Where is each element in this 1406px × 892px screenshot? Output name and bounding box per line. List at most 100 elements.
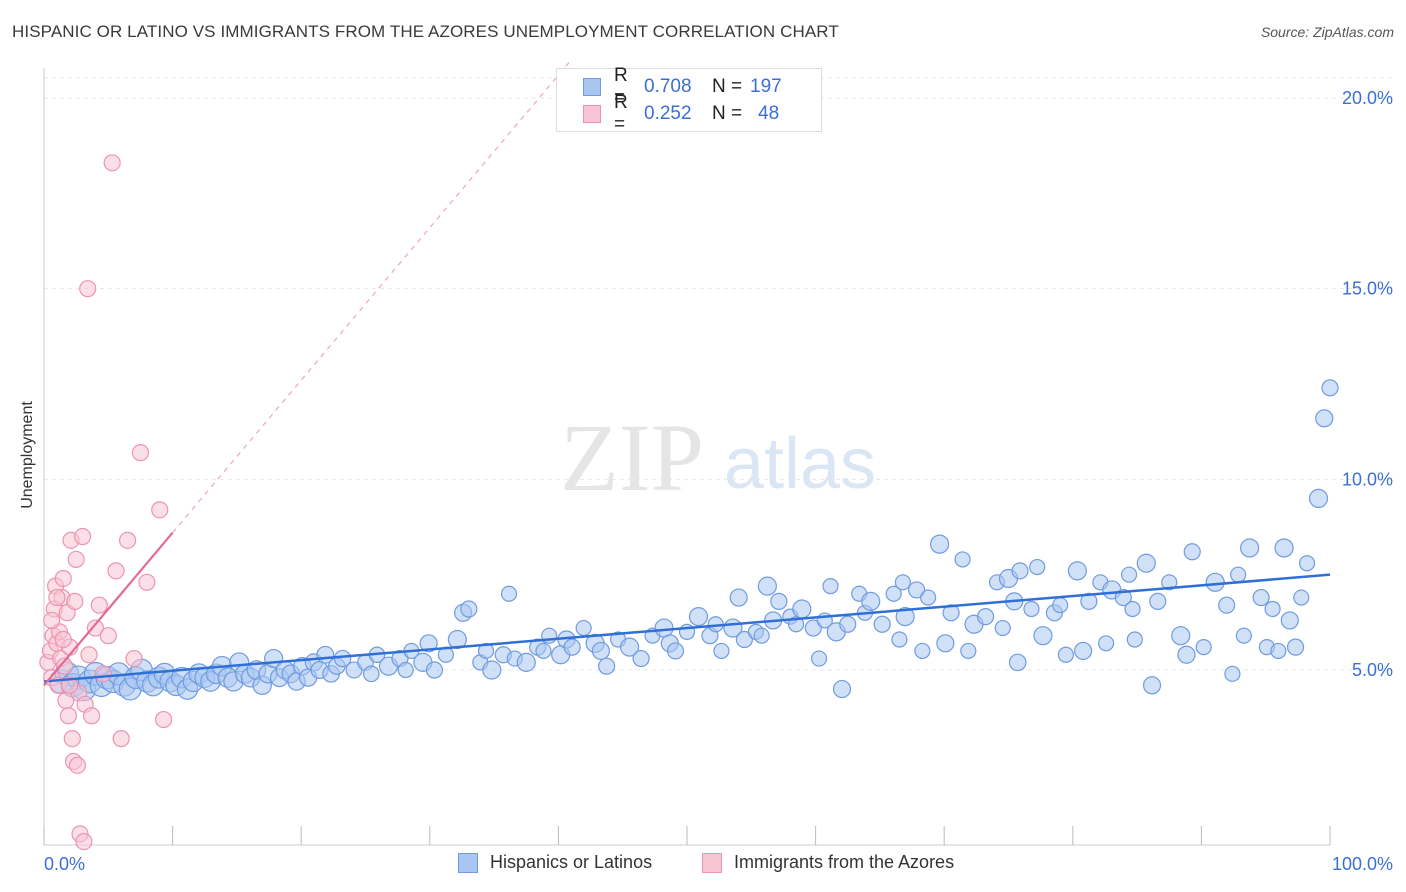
data-point-azores — [79, 280, 97, 298]
legend-swatch-blue — [583, 78, 601, 96]
data-point-azores — [68, 756, 87, 774]
data-point-azores — [54, 569, 72, 588]
data-point-hispanics — [960, 642, 977, 660]
data-point-hispanics — [1023, 600, 1040, 618]
data-point-hispanics — [891, 631, 908, 648]
data-point-hispanics — [1274, 538, 1294, 558]
data-point-hispanics — [447, 629, 467, 650]
data-point-hispanics — [1067, 561, 1087, 581]
trendline-azores — [43, 532, 174, 686]
stats-legend: R = 0.708 N = 197 R = 0.252 N = 48 — [556, 65, 822, 135]
data-point-hispanics — [1074, 641, 1093, 661]
data-point-hispanics — [397, 661, 414, 679]
legend-swatch-blue — [458, 852, 478, 873]
data-point-hispanics — [1280, 611, 1299, 630]
legend-swatch-pink — [583, 105, 601, 123]
data-point-hispanics — [908, 581, 926, 599]
watermark-zip: ZIP — [560, 404, 704, 511]
data-point-hispanics — [1136, 553, 1156, 573]
source-label: Source: ZipAtlas.com — [1260, 24, 1394, 40]
data-point-azores — [55, 657, 74, 675]
data-point-azores — [154, 710, 173, 729]
trendline-hispanics — [43, 573, 1331, 683]
data-point-hispanics — [770, 592, 788, 610]
data-point-hispanics — [1293, 589, 1310, 606]
data-point-hispanics — [1205, 572, 1225, 592]
data-point-hispanics — [885, 585, 902, 602]
data-point-hispanics — [500, 585, 518, 602]
data-point-azores — [63, 730, 81, 748]
data-point-azores — [43, 611, 61, 630]
data-point-hispanics — [1161, 574, 1178, 591]
data-point-hispanics — [810, 650, 828, 667]
stats-row-blue: R = 0.708 N = 197 — [583, 65, 782, 108]
data-point-azores — [73, 527, 92, 546]
data-point-azores — [94, 665, 112, 683]
data-point-hispanics — [1149, 592, 1167, 610]
data-point-hispanics — [666, 642, 685, 660]
data-point-hispanics — [1029, 558, 1046, 576]
data-point-azores — [66, 592, 84, 610]
data-point-hispanics — [535, 642, 552, 660]
data-point-hispanics — [757, 576, 777, 596]
data-point-hispanics — [482, 660, 502, 680]
data-point-hispanics — [994, 619, 1011, 637]
data-point-hispanics — [619, 637, 640, 657]
y-tick-label: 15.0% — [1342, 279, 1393, 299]
data-point-hispanics — [1142, 676, 1162, 695]
data-point-hispanics — [1114, 588, 1132, 607]
data-point-azores — [48, 588, 66, 607]
data-point-hispanics — [942, 604, 960, 622]
data-point-hispanics — [832, 679, 852, 699]
data-point-azores — [125, 649, 143, 668]
data-point-hispanics — [930, 534, 950, 554]
x-tick-label: 100.0% — [1332, 854, 1393, 874]
data-point-hispanics — [1171, 626, 1191, 646]
data-point-hispanics — [713, 642, 730, 660]
data-point-hispanics — [954, 551, 971, 568]
data-point-hispanics — [895, 607, 915, 627]
chart-title: HISPANIC OR LATINO VS IMMIGRANTS FROM TH… — [12, 22, 839, 41]
data-point-hispanics — [460, 600, 478, 618]
data-point-azores — [54, 630, 72, 649]
data-point-hispanics — [575, 619, 592, 637]
legend-label: Hispanics or Latinos — [490, 852, 653, 872]
data-point-hispanics — [735, 630, 754, 649]
watermark-atlas: atlas — [724, 424, 876, 504]
data-point-hispanics — [591, 641, 610, 661]
data-point-hispanics — [1264, 600, 1281, 618]
legend-item-hispanics[interactable]: Hispanics or Latinos — [458, 852, 652, 873]
data-point-hispanics — [1298, 555, 1316, 572]
watermark: ZIP atlas — [560, 404, 876, 511]
data-point-hispanics — [1235, 627, 1252, 644]
r-label: R = — [614, 65, 628, 108]
r-value: 0.708 — [644, 76, 692, 97]
data-point-hispanics — [1097, 635, 1115, 652]
data-point-hispanics — [1080, 592, 1098, 610]
data-point-hispanics — [1230, 566, 1247, 583]
data-point-hispanics — [563, 638, 581, 656]
r-label: R = — [614, 92, 628, 135]
data-point-hispanics — [1224, 665, 1241, 682]
data-point-hispanics — [1315, 409, 1334, 428]
data-point-hispanics — [1008, 653, 1027, 672]
legend-label: Immigrants from the Azores — [734, 852, 955, 872]
axis-layer — [43, 68, 1331, 846]
data-point-hispanics — [822, 578, 839, 595]
data-point-hispanics — [1286, 638, 1305, 656]
data-point-hispanics — [861, 591, 881, 611]
y-tick-label: 5.0% — [1352, 660, 1393, 680]
data-point-azores — [59, 707, 78, 725]
data-point-hispanics — [1033, 626, 1053, 646]
data-point-hispanics — [419, 634, 438, 653]
data-point-azores — [118, 531, 137, 549]
r-value: 0.252 — [644, 103, 692, 124]
n-value: 48 — [758, 103, 780, 124]
series-legend: Hispanics or Latinos Immigrants from the… — [0, 852, 1406, 878]
data-point-hispanics — [1052, 597, 1069, 614]
tick-label-layer: 5.0% 10.0% 15.0% 20.0% 0.0% 100.0% — [44, 88, 1393, 874]
data-point-azores — [80, 646, 98, 664]
legend-item-azores[interactable]: Immigrants from the Azores — [702, 852, 954, 873]
data-point-hispanics — [632, 649, 650, 668]
